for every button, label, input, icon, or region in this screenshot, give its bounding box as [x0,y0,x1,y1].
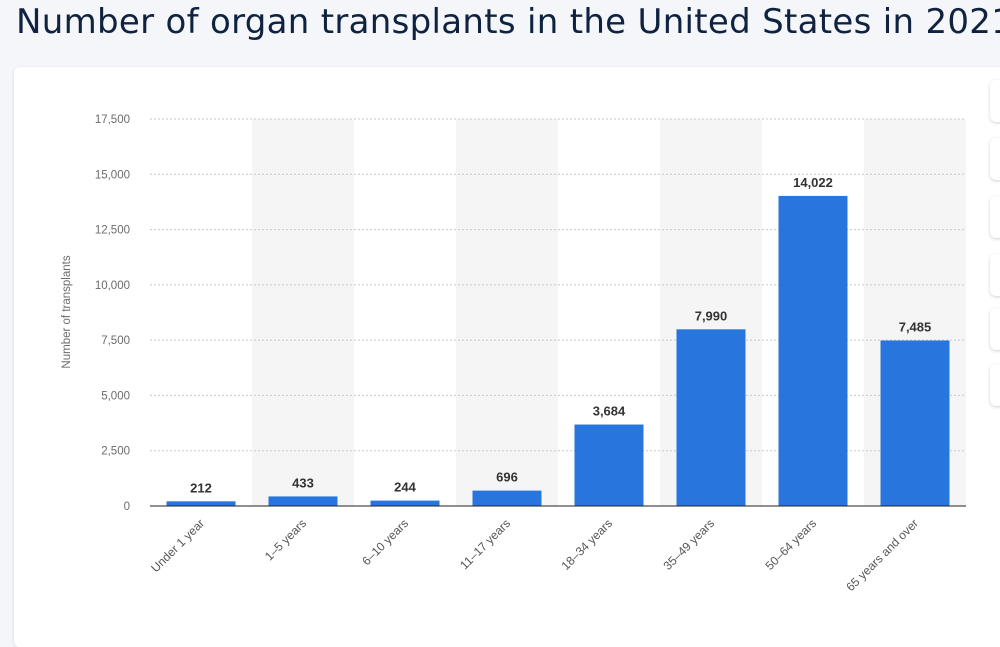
page-title: Number of organ transplants in the Unite… [16,2,1000,42]
data-labels: 212 433 244 696 3,684 7,990 14,022 7,485 [190,175,931,495]
bar[interactable] [370,500,440,506]
y-tick-label: 5,000 [101,390,130,402]
data-label: 14,022 [793,175,833,190]
bars [166,195,950,506]
side-action-tab-4[interactable] [990,254,1000,296]
side-action-tab-3[interactable] [990,196,1000,238]
y-tick-label: 12,500 [95,225,130,237]
side-action-tab-1[interactable] [990,80,1000,122]
side-action-tab-5[interactable] [990,308,1000,350]
bar[interactable] [268,496,338,506]
data-label: 3,684 [593,404,626,419]
data-label: 212 [190,480,212,495]
y-axis-label: Number of transplants [61,255,73,368]
background-bands [252,119,966,506]
x-category-label: 65 years and over [843,516,921,594]
x-category-label: 18–34 years [559,516,616,573]
x-category-label: 6–10 years [359,516,411,568]
y-tick-label: 17,500 [95,114,130,126]
bar[interactable] [880,340,950,506]
data-label: 244 [394,480,416,495]
data-label: 696 [496,470,518,485]
x-category-label: Under 1 year [148,516,207,575]
bar-chart: 0 2,500 5,000 7,500 10,000 12,500 15,000 17,500… [61,114,966,594]
bar[interactable] [676,329,746,506]
band-3 [456,119,558,506]
y-tick-label: 15,000 [95,169,130,181]
side-action-tab-2[interactable] [990,138,1000,180]
x-category-label: 1–5 years [262,516,309,563]
y-tick-label: 0 [124,501,130,513]
side-action-tab-6[interactable] [990,364,1000,406]
x-axis-categories: Under 1 year 1–5 years 6–10 years 11–17 yea… [148,516,921,594]
y-axis-ticks: 0 2,500 5,000 7,500 10,000 12,500 15,000 17,500 [95,114,130,513]
x-category-label: 35–49 years [661,516,718,573]
y-tick-label: 2,500 [101,446,130,458]
x-category-label: 50–64 years [763,516,820,573]
bar[interactable] [472,490,542,506]
bar[interactable] [778,195,848,506]
y-tick-label: 7,500 [101,335,130,347]
data-label: 7,485 [899,319,932,334]
bar[interactable] [166,501,236,506]
x-category-label: 11–17 years [457,516,513,572]
band-1 [252,119,354,506]
data-label: 7,990 [695,308,728,323]
y-tick-label: 10,000 [95,280,130,292]
data-label: 433 [292,475,314,490]
bar[interactable] [574,424,644,506]
